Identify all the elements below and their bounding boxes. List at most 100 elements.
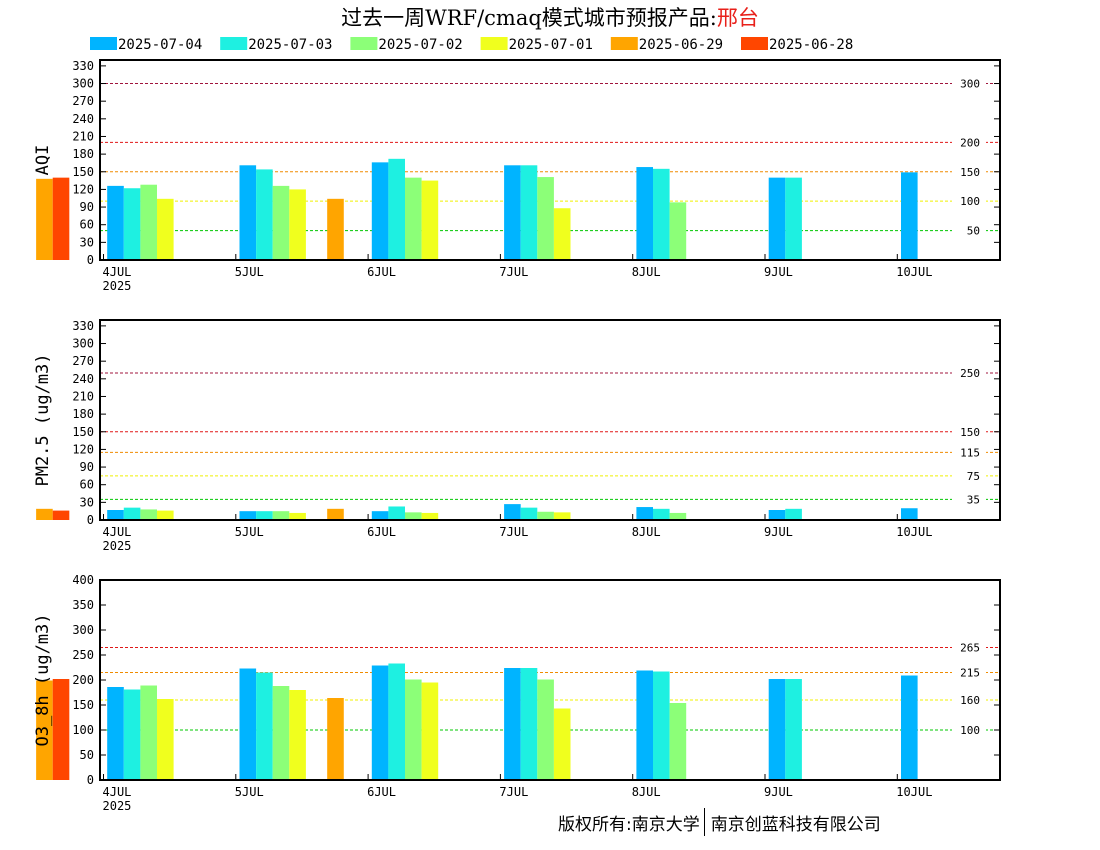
bar-2025-07-01-1 bbox=[157, 699, 174, 780]
y-tick-label-150: 150 bbox=[72, 698, 94, 712]
threshold-label-115: 115 bbox=[960, 446, 980, 459]
y-tick-label-240: 240 bbox=[72, 372, 94, 386]
bar-2025-07-04-5 bbox=[636, 507, 653, 520]
bar-2025-07-02-4 bbox=[537, 511, 554, 520]
bar-2025-06-29-1 bbox=[327, 698, 344, 780]
y-tick-label-90: 90 bbox=[80, 200, 94, 214]
y-tick-label-0: 0 bbox=[87, 253, 94, 267]
y-axis-title: PM2.5 (ug/m3) bbox=[33, 353, 53, 486]
bar-2025-07-02-3 bbox=[405, 512, 422, 520]
bar-2025-06-28-0 bbox=[52, 510, 70, 520]
bar-2025-07-04-2 bbox=[239, 668, 257, 780]
bar-2025-07-04-5 bbox=[636, 670, 653, 780]
y-tick-label-210: 210 bbox=[72, 389, 94, 403]
x-tick-label-5JUL: 5JUL bbox=[235, 265, 264, 279]
threshold-label-bg-150 bbox=[952, 425, 986, 438]
threshold-label-bg-100 bbox=[952, 724, 986, 736]
x-year-label: 2025 bbox=[103, 799, 132, 813]
y-tick-label-150: 150 bbox=[72, 165, 94, 179]
legend-swatch-2025-07-03 bbox=[220, 37, 248, 50]
x-tick-label-6JUL: 6JUL bbox=[367, 265, 396, 279]
legend-swatch-2025-07-02 bbox=[350, 37, 378, 50]
x-tick-label-10JUL: 10JUL bbox=[896, 265, 932, 279]
y-tick-label-0: 0 bbox=[87, 513, 94, 527]
bar-2025-06-29-0 bbox=[36, 680, 53, 780]
bar-2025-07-02-5 bbox=[669, 512, 687, 520]
x-tick-label-6JUL: 6JUL bbox=[367, 785, 396, 799]
legend-label-2025-06-28: 2025-06-28 bbox=[769, 37, 853, 53]
y-tick-label-120: 120 bbox=[72, 442, 94, 456]
bar-2025-07-04-5 bbox=[636, 167, 653, 260]
bar-2025-07-02-4 bbox=[537, 177, 554, 260]
bar-2025-07-03-2 bbox=[256, 672, 273, 780]
y-tick-label-250: 250 bbox=[72, 648, 94, 662]
threshold-label-50: 50 bbox=[967, 225, 980, 238]
threshold-label-bg-265 bbox=[952, 641, 986, 654]
bar-2025-07-02-1 bbox=[140, 184, 157, 260]
bar-2025-07-01-3 bbox=[421, 682, 439, 780]
bar-2025-07-01-3 bbox=[421, 180, 439, 260]
x-tick-label-5JUL: 5JUL bbox=[235, 785, 264, 799]
y-tick-label-400: 400 bbox=[72, 573, 94, 587]
threshold-label-bg-300 bbox=[952, 77, 986, 90]
threshold-label-150: 150 bbox=[960, 166, 980, 179]
bar-2025-07-04-3 bbox=[371, 511, 389, 520]
bar-2025-06-29-0 bbox=[36, 508, 53, 520]
bar-2025-07-02-3 bbox=[405, 679, 422, 780]
plot-frame bbox=[99, 59, 1001, 261]
x-tick-label-5JUL: 5JUL bbox=[235, 525, 264, 539]
threshold-label-bg-160 bbox=[952, 694, 986, 706]
bar-2025-07-03-6 bbox=[785, 679, 802, 780]
bar-2025-07-03-5 bbox=[653, 508, 670, 520]
threshold-label-250: 250 bbox=[960, 367, 980, 380]
bar-2025-07-04-4 bbox=[504, 668, 521, 780]
threshold-label-bg-215 bbox=[952, 666, 986, 679]
legend-label-2025-07-03: 2025-07-03 bbox=[248, 37, 332, 53]
bar-2025-07-01-4 bbox=[553, 512, 571, 520]
y-tick-label-60: 60 bbox=[80, 218, 94, 232]
y-tick-label-330: 330 bbox=[72, 319, 94, 333]
chart-panel-3: 265 215 160 100 0 50 100 150 200 250 300 350 400 4JUL… bbox=[33, 573, 1001, 813]
bar-2025-06-28-0 bbox=[52, 679, 70, 780]
title-main: 过去一周WRF/cmaq模式城市预报产品: bbox=[341, 6, 717, 30]
y-tick-label-90: 90 bbox=[80, 460, 94, 474]
legend-label-2025-07-01: 2025-07-01 bbox=[509, 37, 593, 53]
bar-2025-07-02-1 bbox=[140, 685, 157, 780]
bar-2025-07-04-7 bbox=[901, 675, 918, 780]
bar-2025-07-01-4 bbox=[553, 208, 571, 260]
x-tick-label-8JUL: 8JUL bbox=[632, 525, 661, 539]
threshold-label-150: 150 bbox=[960, 426, 980, 439]
threshold-label-100: 100 bbox=[960, 724, 980, 737]
bar-2025-07-01-3 bbox=[421, 512, 439, 520]
bar-2025-07-02-2 bbox=[272, 686, 290, 780]
chart-panel-2: 250 150 115 75 35 0 30 60 90 120 150 180 210 240 270 30… bbox=[33, 319, 1001, 553]
legend-label-2025-07-02: 2025-07-02 bbox=[378, 37, 462, 53]
y-tick-label-0: 0 bbox=[87, 773, 94, 787]
y-tick-label-330: 330 bbox=[72, 59, 94, 73]
y-tick-label-30: 30 bbox=[80, 235, 94, 249]
legend-swatch-2025-07-04 bbox=[90, 37, 117, 50]
bar-2025-07-01-1 bbox=[157, 510, 174, 520]
bar-2025-07-03-1 bbox=[123, 689, 141, 780]
copyright-right: 南京创蓝科技有限公司 bbox=[710, 814, 881, 835]
legend-label-2025-07-04: 2025-07-04 bbox=[118, 37, 202, 53]
bar-2025-07-02-5 bbox=[669, 202, 687, 260]
threshold-label-bg-50 bbox=[952, 224, 986, 237]
x-tick-label-7JUL: 7JUL bbox=[499, 785, 528, 799]
bar-2025-07-03-2 bbox=[256, 169, 273, 260]
y-tick-label-120: 120 bbox=[72, 182, 94, 196]
bar-2025-07-01-1 bbox=[157, 198, 174, 260]
y-tick-label-50: 50 bbox=[80, 748, 94, 762]
bar-2025-07-04-1 bbox=[107, 687, 124, 780]
legend-swatch-2025-06-29 bbox=[610, 37, 638, 50]
bar-2025-07-03-6 bbox=[785, 177, 802, 260]
bar-2025-07-04-4 bbox=[504, 165, 521, 260]
x-tick-label-7JUL: 7JUL bbox=[499, 525, 528, 539]
bar-2025-07-03-1 bbox=[123, 188, 141, 260]
plot-frame bbox=[99, 319, 1001, 521]
y-tick-label-350: 350 bbox=[72, 598, 94, 612]
y-tick-label-300: 300 bbox=[72, 623, 94, 637]
bar-2025-07-01-2 bbox=[289, 690, 306, 780]
bar-2025-07-03-3 bbox=[388, 506, 405, 520]
bar-2025-07-04-3 bbox=[371, 162, 389, 260]
